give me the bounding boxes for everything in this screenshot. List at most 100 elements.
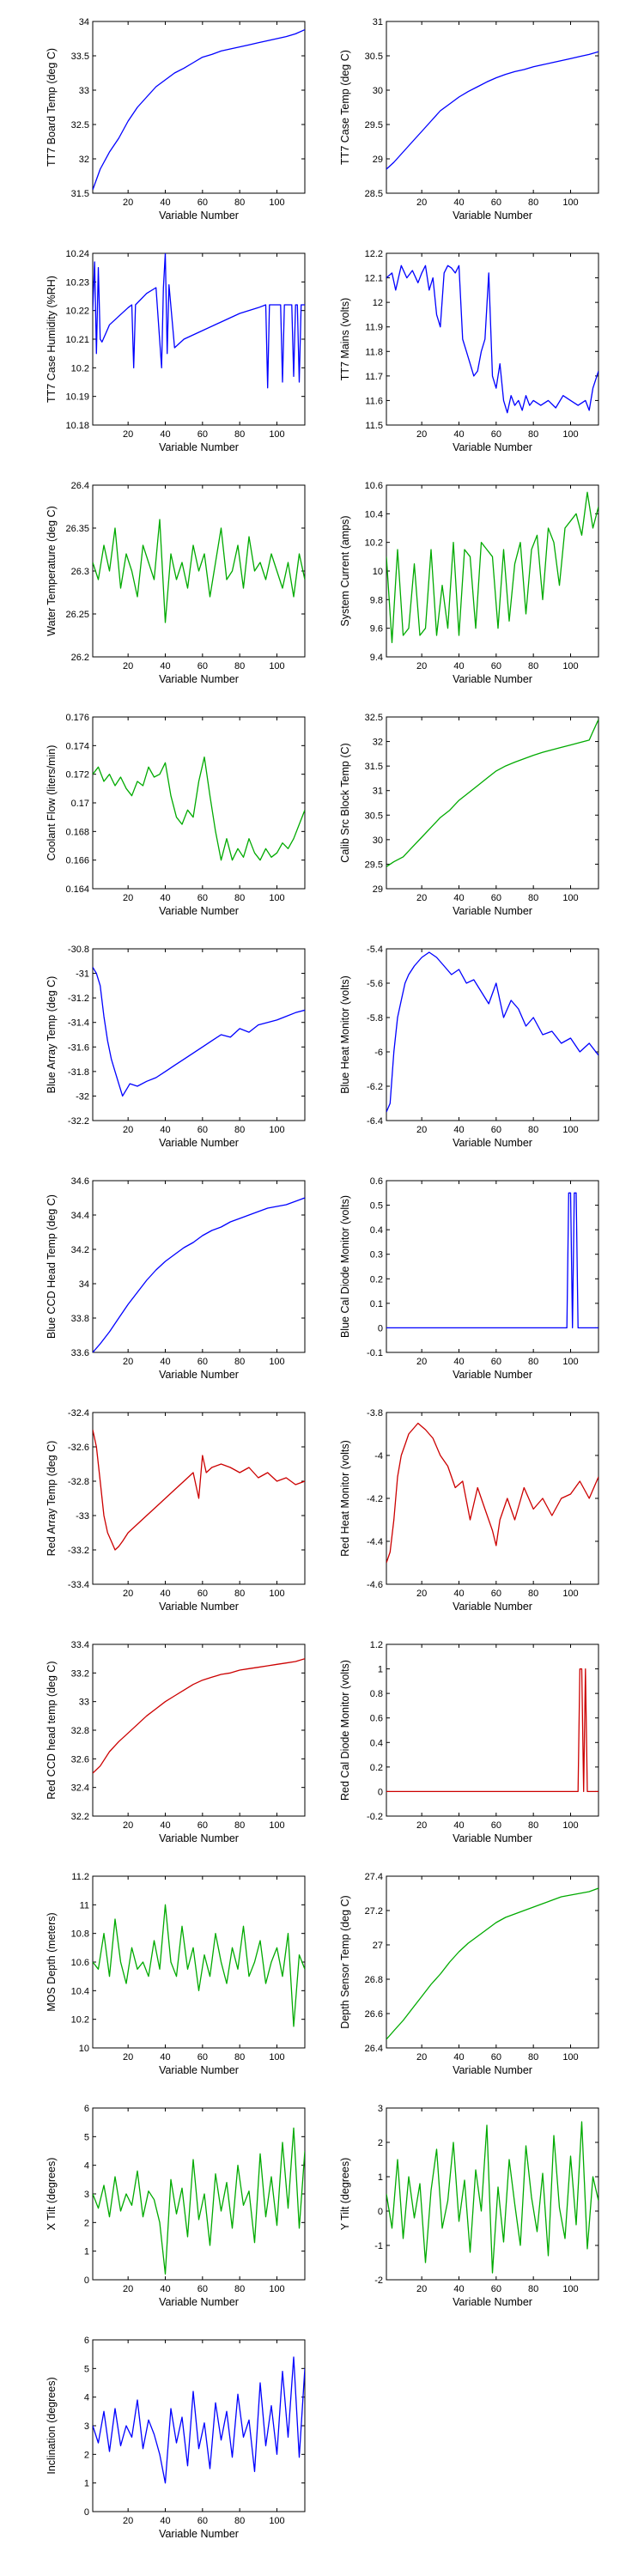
chart-21: 20 40 60 80 100 0 1 2 3 4 5 6 Variable Number Inclina… xyxy=(46,2336,306,2540)
y-tick-label: 10 xyxy=(373,567,383,577)
y-axis-label: MOS Depth (meters) xyxy=(46,1912,58,2011)
x-tick-label: 100 xyxy=(269,893,284,903)
x-tick-label: 20 xyxy=(123,893,133,903)
y-axis-label: Inclination (degrees) xyxy=(46,2377,58,2474)
series-line xyxy=(386,1422,598,1564)
x-tick-label: 20 xyxy=(416,1125,427,1135)
y-tick-label: 12.1 xyxy=(365,274,383,284)
plot-area xyxy=(386,716,599,890)
x-tick-label: 20 xyxy=(123,1357,133,1367)
x-tick-label: 80 xyxy=(234,893,245,903)
x-tick-label: 80 xyxy=(234,2052,245,2063)
chart-11: 20 40 60 80 100 33.6 33.8 34 34.2 34.4 34.6 Variabl… xyxy=(46,1176,306,1381)
x-tick-label: 40 xyxy=(453,2284,464,2294)
x-tick-label: 40 xyxy=(453,2052,464,2063)
y-tick-label: 5 xyxy=(84,2132,89,2142)
y-tick-label: 10 xyxy=(79,2044,89,2054)
y-tick-label: -4.6 xyxy=(367,1580,383,1590)
x-axis-label: Variable Number xyxy=(453,905,532,917)
x-tick-label: 60 xyxy=(491,2052,501,2063)
x-tick-label: 100 xyxy=(269,1357,284,1367)
plot-area xyxy=(386,21,599,194)
y-tick-label: 10.6 xyxy=(365,481,383,491)
y-tick-label: 26.6 xyxy=(365,2009,383,2020)
y-axis-label: TT7 Mains (volts) xyxy=(339,298,351,381)
x-tick-label: 60 xyxy=(197,1357,208,1367)
x-tick-label: 60 xyxy=(197,429,208,440)
series-line xyxy=(386,51,598,170)
y-tick-label: 10.2 xyxy=(71,2015,89,2026)
x-tick-label: 20 xyxy=(416,1589,427,1599)
x-tick-label: 80 xyxy=(528,661,538,671)
y-tick-label: 10.8 xyxy=(71,1929,89,1940)
x-axis-label: Variable Number xyxy=(453,673,532,685)
y-tick-label: 2 xyxy=(84,2450,89,2460)
y-axis-label: Red Array Temp (deg C) xyxy=(46,1441,58,1557)
y-tick-label: 10.4 xyxy=(71,1986,89,1996)
x-tick-label: 100 xyxy=(269,197,284,208)
y-axis-label: Y Tilt (degrees) xyxy=(339,2158,351,2231)
x-tick-label: 80 xyxy=(528,1589,538,1599)
y-tick-label: 29 xyxy=(373,884,383,895)
y-axis-label: Red Heat Monitor (volts) xyxy=(339,1440,351,1556)
x-axis-label: Variable Number xyxy=(453,441,532,453)
x-tick-label: 100 xyxy=(269,1820,284,1831)
x-tick-label: 100 xyxy=(562,429,578,440)
x-tick-label: 60 xyxy=(491,429,501,440)
series-line xyxy=(386,1668,598,1793)
chart-1: 20 40 60 80 100 31.5 32 32.5 33 33.5 34 Variable Nu… xyxy=(46,17,306,222)
x-axis-label: Variable Number xyxy=(159,673,239,685)
chart-14: 20 40 60 80 100 -4.6 -4.4 -4.2 -4 -3.8 Variable Nu… xyxy=(339,1408,599,1613)
y-tick-label: 26.3 xyxy=(71,567,89,577)
x-tick-label: 60 xyxy=(491,893,501,903)
series-line xyxy=(93,519,305,623)
x-axis-label: Variable Number xyxy=(159,2528,239,2540)
x-axis-label: Variable Number xyxy=(159,1137,239,1149)
y-tick-label: 33 xyxy=(79,86,89,96)
chart-7: 20 40 60 80 100 0.164 0.166 0.168 0.17 0.172 0.174… xyxy=(46,713,306,917)
y-tick-label: 3 xyxy=(84,2421,89,2432)
x-tick-label: 80 xyxy=(528,2052,538,2063)
y-axis-label: Blue Heat Monitor (volts) xyxy=(339,975,351,1094)
x-tick-label: 80 xyxy=(234,197,245,208)
y-axis-label: TT7 Case Temp (deg C) xyxy=(339,50,351,165)
x-tick-label: 80 xyxy=(528,1357,538,1367)
y-tick-label: 29.5 xyxy=(365,860,383,870)
x-tick-label: 60 xyxy=(491,197,501,208)
y-tick-label: 0 xyxy=(378,2207,383,2217)
y-tick-label: 0 xyxy=(378,1323,383,1334)
x-axis-label: Variable Number xyxy=(159,1601,239,1613)
x-tick-label: 80 xyxy=(234,661,245,671)
y-tick-label: 0.164 xyxy=(65,884,89,895)
x-tick-label: 100 xyxy=(269,2516,284,2526)
y-tick-label: 0.166 xyxy=(65,856,89,866)
x-tick-label: 20 xyxy=(416,2284,427,2294)
x-tick-label: 20 xyxy=(416,2052,427,2063)
y-tick-label: 10.6 xyxy=(71,1958,89,1968)
x-tick-label: 60 xyxy=(491,1125,501,1135)
x-tick-label: 60 xyxy=(491,661,501,671)
y-tick-label: -5.6 xyxy=(367,979,383,989)
x-tick-label: 40 xyxy=(160,2284,170,2294)
y-tick-label: 0.176 xyxy=(65,713,89,723)
x-tick-label: 60 xyxy=(197,893,208,903)
y-tick-label: 32 xyxy=(79,155,89,165)
y-tick-label: 0.1 xyxy=(370,1299,383,1309)
plot-area xyxy=(386,948,599,1121)
x-tick-label: 100 xyxy=(562,2052,578,2063)
y-tick-label: 10.19 xyxy=(65,392,89,403)
y-axis-label: Blue Array Temp (deg C) xyxy=(46,976,58,1094)
y-tick-label: 33.5 xyxy=(71,52,89,62)
x-tick-label: 100 xyxy=(269,2284,284,2294)
x-tick-label: 20 xyxy=(123,1125,133,1135)
y-tick-label: -6.4 xyxy=(367,1116,383,1127)
y-tick-label: -5.8 xyxy=(367,1013,383,1024)
y-tick-label: 28.5 xyxy=(365,189,383,199)
chart-8: 20 40 60 80 100 29 29.5 30 30.5 31 31.5 32 32.5 Varia… xyxy=(339,713,599,917)
x-tick-label: 80 xyxy=(528,893,538,903)
y-tick-label: 31 xyxy=(373,17,383,27)
y-tick-label: 0.172 xyxy=(65,770,89,781)
plot-area xyxy=(386,1412,599,1585)
y-tick-label: 30 xyxy=(373,835,383,846)
